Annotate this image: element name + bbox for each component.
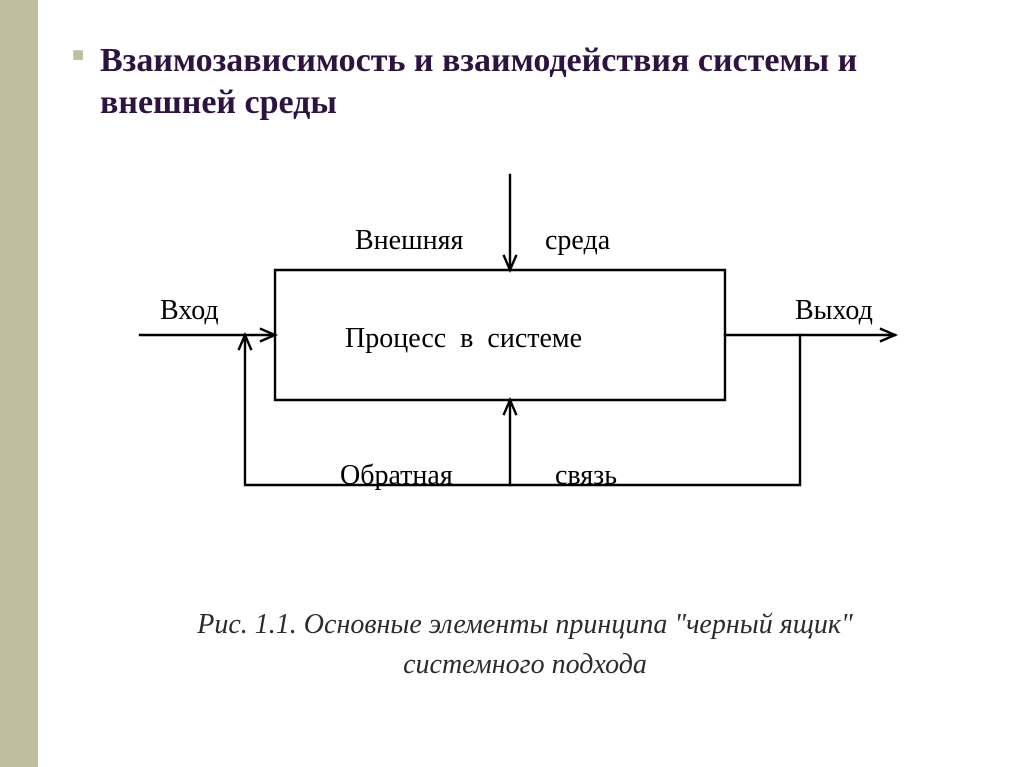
slide-sidebar <box>0 0 38 767</box>
env-label-right: среда <box>545 225 610 257</box>
diagram-svg <box>62 165 992 585</box>
caption-line2: системного подхода <box>95 645 955 685</box>
output-label: Выход <box>795 295 873 327</box>
slide-title: Взаимозависимость и взаимодействия систе… <box>100 40 920 124</box>
feedback-label-left: Обратная <box>340 460 453 492</box>
box-label: Процесс в системе <box>345 323 582 355</box>
input-label: Вход <box>160 295 219 327</box>
figure-caption: Рис. 1.1. Основные элементы принципа "че… <box>95 605 955 685</box>
env-label-left: Внешняя <box>355 225 463 257</box>
caption-line1: Рис. 1.1. Основные элементы принципа "че… <box>95 605 955 645</box>
title-bullet: ■ <box>72 44 84 67</box>
feedback-label-right: связь <box>555 460 617 492</box>
diagram-area: Внешняя среда Вход Выход Процесс в систе… <box>62 165 992 585</box>
slide: ■ Взаимозависимость и взаимодействия сис… <box>0 0 1024 767</box>
